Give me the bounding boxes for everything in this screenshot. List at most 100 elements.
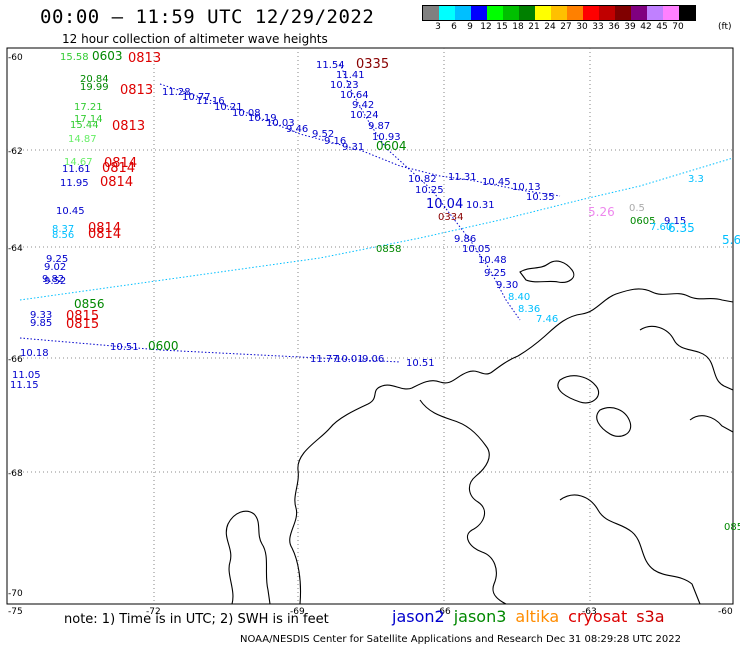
inner-coast: [419, 399, 507, 605]
wave-height-label: 9.30: [496, 280, 518, 291]
pass-time-label: 0857: [724, 522, 740, 533]
wave-height-label: 11.16: [196, 96, 225, 107]
wave-height-label: 11.95: [60, 178, 89, 189]
legend-altika: altika: [515, 607, 560, 626]
pass-time-label: 0603: [92, 49, 123, 63]
alexander-island-coast: [225, 510, 271, 605]
latitude-label: -70: [8, 589, 23, 599]
scale-tick-label: 30: [576, 22, 588, 32]
track-cross-jason3: [19, 157, 734, 301]
pass-time-label: 0858: [376, 244, 401, 255]
coast-far-east: [689, 415, 734, 433]
scale-swatch: [663, 6, 679, 20]
pass-time-label: 0813: [120, 83, 153, 98]
wave-height-label: 10.64: [340, 90, 369, 101]
scale-tick-label: 3: [435, 22, 441, 32]
wave-height-label: 8.37: [52, 224, 74, 235]
wave-height-label: 10.82: [408, 174, 437, 185]
wave-height-label: 10.77: [182, 92, 211, 103]
wave-height-label: 9.15: [664, 216, 686, 227]
wave-height-label: 15.58: [60, 52, 89, 63]
wave-height-label: 10.45: [56, 206, 85, 217]
track-jason2-north: [339, 63, 521, 321]
pass-time-label: 0856: [74, 297, 105, 311]
wave-height-label: 10.45: [482, 177, 511, 188]
scale-tick-label: 27: [560, 22, 572, 32]
wave-height-label: 10.25: [415, 185, 444, 196]
credit-line: NOAA/NESDIS Center for Satellite Applica…: [240, 634, 682, 645]
track-jason2-descending: [159, 83, 561, 197]
scale-swatch: [583, 6, 599, 20]
legend-s3a: s3a: [636, 607, 665, 626]
wave-height-label: 7.46: [536, 314, 558, 325]
longitude-label: -75: [8, 607, 23, 617]
scale-tick-label: 15: [496, 22, 508, 32]
scale-swatch: [599, 6, 615, 20]
wave-height-label: 10.51: [110, 342, 139, 353]
islands-east-2: [596, 407, 632, 437]
longitude-label: -66: [436, 607, 451, 617]
wave-height-label: 15.44: [70, 120, 99, 131]
wave-height-label: 19.99: [80, 82, 109, 93]
map-note: note: 1) Time is in UTC; 2) SWH is in fe…: [64, 612, 329, 627]
wave-height-label: 10.21: [214, 102, 243, 113]
wave-height-label: 8.36: [518, 304, 540, 315]
scale-swatch: [615, 6, 631, 20]
scale-tick-label: 36: [608, 22, 620, 32]
scale-tick-label: 33: [592, 22, 604, 32]
scale-swatch: [631, 6, 647, 20]
wave-height-label: 20.84: [80, 74, 109, 85]
scale-swatch: [647, 6, 663, 20]
legend-cryosat: cryosat: [568, 607, 628, 626]
wave-height-label: 9.16: [324, 136, 346, 147]
scale-swatch: [455, 6, 471, 20]
wave-height-label: 9.33: [30, 310, 52, 321]
pass-time-label: 0813: [112, 119, 145, 134]
scale-unit: (ft): [718, 22, 732, 32]
antarctic-peninsula-coast: [289, 288, 734, 605]
coast-lower-east: [559, 494, 701, 605]
wave-height-label: 7.60: [650, 222, 672, 233]
scale-swatch: [567, 6, 583, 20]
legend-jason3: jason3: [453, 607, 507, 626]
wave-height-label: 6.35: [668, 221, 695, 235]
wave-height-label: 9.02: [44, 262, 66, 273]
wave-height-label: 11.54: [316, 60, 345, 71]
wave-height-label: 9.06: [362, 354, 384, 365]
pass-time-label: 0814: [102, 161, 135, 176]
wave-height-label: 9.25: [484, 268, 506, 279]
wave-height-label: 10.35: [526, 192, 555, 203]
wave-height-label: 10.24: [350, 110, 379, 121]
wave-height-label: 10.31: [466, 200, 495, 211]
wave-height-label: 5.68: [722, 233, 740, 247]
scale-swatch: [679, 6, 695, 20]
longitude-label: -72: [146, 607, 161, 617]
pass-time-label: 0815: [66, 309, 99, 324]
pass-time-label: 0814: [88, 227, 121, 242]
pass-time-label: 0604: [376, 139, 407, 153]
wave-height-label: 10.18: [20, 348, 49, 359]
wave-height-label: 10.23: [330, 80, 359, 91]
wave-height-label: 11.05: [12, 370, 41, 381]
wave-height-label: 10.03: [266, 118, 295, 129]
pass-time-label: 0335: [356, 57, 389, 72]
satellite-tracks: [19, 63, 734, 363]
scale-swatch: [439, 6, 455, 20]
wave-height-color-scale: 3 6 9 12 15 18 21 24 27 30 33 36 39 42 45 70 (ft): [422, 5, 734, 35]
wave-height-label: 10.48: [478, 255, 507, 266]
wave-height-label: 10.13: [512, 182, 541, 193]
wave-height-label: 14.67: [64, 157, 93, 168]
latitude-label: -68: [8, 469, 23, 479]
wave-height-label: 9.42: [352, 100, 374, 111]
latitude-label: -64: [8, 244, 23, 254]
wave-height-label: 10.08: [232, 108, 261, 119]
scale-tick-label: 6: [451, 22, 457, 32]
scale-swatch: [487, 6, 503, 20]
map-frame: [6, 47, 734, 605]
wave-height-label: 11.61: [62, 164, 91, 175]
scale-tick-label: 42: [640, 22, 652, 32]
wave-height-label: 14.87: [68, 134, 97, 145]
color-scale-swatches: [422, 5, 696, 21]
wave-height-label: 0.5: [629, 203, 645, 214]
